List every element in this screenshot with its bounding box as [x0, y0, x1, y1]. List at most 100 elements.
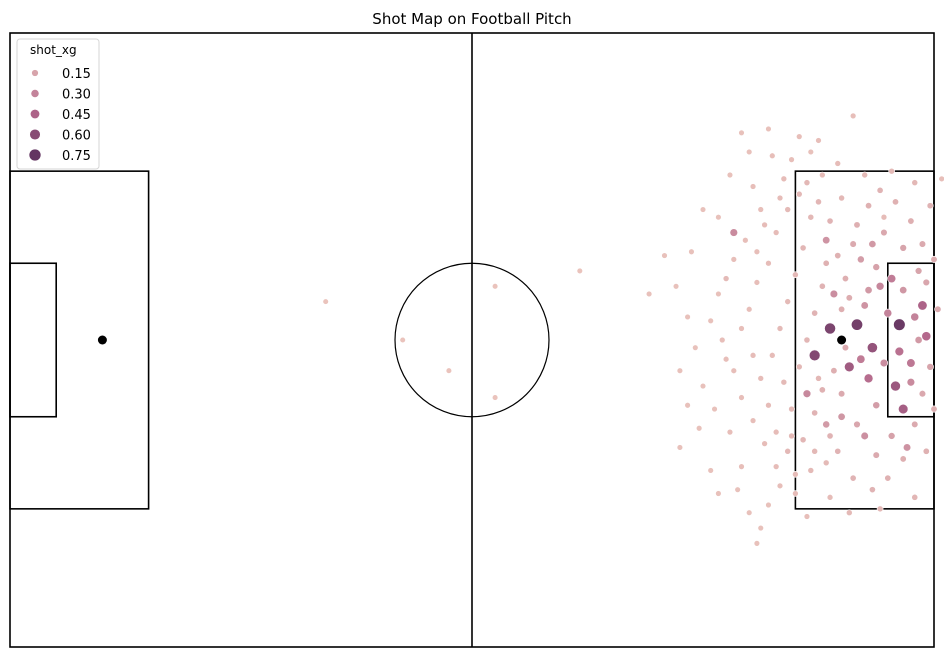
shot-point: [811, 409, 819, 417]
shot-point: [802, 389, 812, 398]
shot-point: [707, 467, 714, 474]
shot-point: [875, 281, 885, 291]
shot-point: [853, 420, 861, 429]
shot-point: [445, 367, 453, 374]
shot-point: [742, 236, 749, 244]
shot-point: [894, 346, 905, 357]
shot-point: [853, 221, 861, 229]
shot-point: [826, 432, 834, 440]
shot-point: [845, 509, 853, 516]
shot-point: [838, 305, 846, 313]
shot-point: [491, 283, 499, 290]
shot-point: [692, 344, 699, 351]
shot-point: [917, 300, 928, 311]
shot-point: [726, 428, 734, 436]
shot-point: [856, 354, 866, 364]
shot-point: [938, 175, 944, 183]
penalty-spots: [97, 335, 847, 345]
shot-point: [926, 363, 934, 371]
shot-point: [707, 317, 714, 324]
shot-point: [765, 401, 772, 409]
shot-point: [880, 228, 888, 237]
legend-marker: [28, 148, 42, 162]
shot-point: [399, 336, 406, 344]
shot-point: [911, 493, 919, 501]
shot-point: [699, 206, 707, 213]
shot-point: [738, 129, 745, 136]
shot-point: [826, 494, 834, 501]
left-penalty-spot: [97, 335, 107, 345]
shot-point: [861, 171, 869, 179]
legend-label: 0.15: [62, 67, 91, 82]
shot-point: [684, 402, 691, 409]
shot-point: [898, 403, 909, 415]
shot-point: [765, 125, 772, 133]
shot-point: [837, 412, 846, 421]
shot-point: [888, 167, 895, 175]
shot-point: [822, 236, 831, 245]
shot-point: [792, 471, 799, 478]
shot-point: [815, 375, 822, 382]
football-pitch: [9, 32, 935, 648]
shot-point: [749, 352, 757, 359]
centre-circle: [394, 262, 550, 418]
shot-point: [784, 447, 792, 455]
shot-point: [921, 331, 932, 342]
shot-point: [765, 501, 772, 509]
shot-point: [811, 309, 819, 317]
shot-point: [722, 355, 730, 363]
shot-point: [845, 294, 853, 302]
shot-point: [795, 190, 803, 198]
shot-point: [841, 344, 850, 352]
legend-marker: [29, 128, 41, 141]
shot-point: [876, 505, 884, 513]
shot-point: [876, 186, 884, 194]
shot-point: [868, 240, 877, 249]
shot-point: [902, 443, 912, 452]
shot-point: [822, 420, 831, 429]
shot-point: [860, 301, 869, 310]
shot-point: [851, 318, 863, 331]
shot-point: [911, 420, 919, 429]
shot-point: [719, 336, 726, 344]
shot-point: [757, 524, 764, 532]
shot-point: [776, 325, 784, 332]
shot-point: [868, 486, 876, 494]
shot-point: [899, 286, 908, 295]
shot-point: [849, 474, 857, 482]
shot-point: [491, 394, 499, 401]
shot-point: [884, 474, 892, 482]
shot-point: [926, 202, 934, 210]
legend-label: 0.30: [62, 88, 91, 103]
shot-point: [730, 256, 738, 263]
shot-point: [799, 244, 807, 252]
shot-point: [838, 194, 845, 202]
legend-marker: [29, 108, 41, 120]
shot-point: [922, 278, 930, 287]
shot-point: [676, 367, 684, 374]
shot-point: [688, 248, 695, 255]
shot-point: [822, 459, 830, 467]
legend-label: 0.75: [62, 149, 91, 164]
shot-point: [788, 156, 795, 163]
shot-point: [776, 482, 784, 490]
shot-point: [887, 432, 896, 440]
shot-point: [772, 229, 780, 236]
shot-point: [914, 267, 923, 275]
shot-point: [711, 405, 718, 413]
shot-point: [860, 431, 869, 441]
shot-point: [715, 214, 722, 221]
shot-point: [887, 274, 897, 284]
shot-point: [796, 133, 803, 140]
chart-title: Shot Map on Football Pitch: [372, 10, 571, 28]
shot-point: [807, 467, 815, 474]
shot-point: [837, 390, 846, 398]
shot-point: [757, 206, 764, 213]
shot-point: [880, 213, 888, 221]
shot-point: [753, 248, 761, 255]
shot-point: [872, 401, 881, 410]
shot-point: [803, 513, 811, 520]
shot-point: [784, 206, 792, 213]
shot-point: [803, 179, 811, 187]
